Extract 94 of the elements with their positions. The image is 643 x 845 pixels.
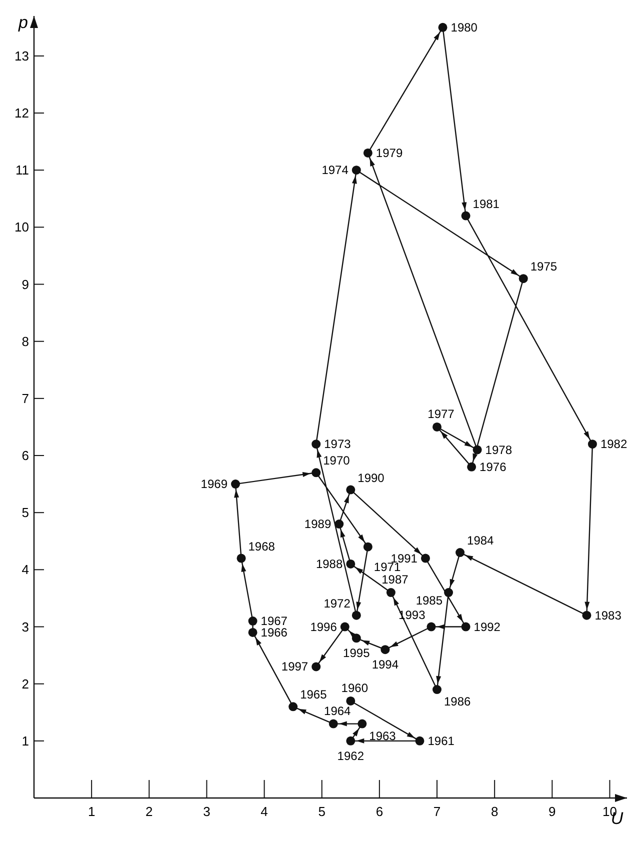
point — [582, 610, 592, 620]
annotation: 1979 — [376, 146, 403, 160]
point — [346, 696, 356, 706]
annotation: 1978 — [485, 442, 512, 457]
point — [518, 274, 528, 284]
x-tick-label: 7 — [433, 804, 441, 819]
point — [415, 736, 424, 746]
point — [363, 148, 372, 158]
x-tick-label: 6 — [376, 804, 384, 819]
point — [426, 622, 436, 632]
annotation: 1997 — [281, 660, 308, 674]
y-tick-label: 5 — [22, 505, 29, 520]
point — [334, 520, 344, 529]
point — [386, 588, 396, 598]
point — [461, 622, 470, 632]
y-tick-label: 12 — [14, 106, 29, 121]
point — [352, 166, 361, 175]
y-tick-label: 8 — [22, 334, 29, 349]
point — [472, 445, 482, 454]
point — [352, 634, 361, 643]
point — [432, 685, 442, 694]
annotation: 1996 — [310, 620, 338, 634]
point — [467, 462, 476, 472]
y-tick-label: 1 — [22, 733, 29, 748]
point — [340, 622, 350, 632]
annotation: 1987 — [382, 572, 409, 587]
x-tick-label: 8 — [490, 804, 498, 819]
annotation: 1984 — [467, 534, 494, 548]
point — [288, 702, 298, 712]
point — [380, 645, 390, 654]
y-tick-label: 11 — [16, 162, 29, 178]
point — [461, 211, 470, 220]
point — [346, 736, 356, 746]
annotation: 1989 — [304, 517, 332, 532]
annotation: 1970 — [323, 454, 350, 468]
x-tick-label: 9 — [548, 804, 556, 819]
y-tick-label: 3 — [22, 619, 29, 634]
annotation: 1995 — [343, 646, 370, 660]
point — [346, 485, 356, 494]
point — [444, 588, 454, 598]
point — [588, 440, 597, 449]
annotation: 1977 — [428, 406, 455, 421]
point — [236, 554, 246, 563]
point — [248, 628, 258, 637]
point — [456, 548, 465, 558]
annotation: 1960 — [341, 680, 368, 695]
annotation: 1965 — [300, 688, 328, 702]
annotation: 1961 — [428, 734, 455, 748]
y-tick-label: 6 — [22, 448, 29, 464]
point — [328, 719, 338, 728]
point — [420, 554, 430, 563]
y-tick-label: 4 — [22, 562, 29, 578]
x-tick-label: 3 — [203, 804, 210, 819]
y-axis-title: p — [18, 13, 28, 32]
annotation: 1981 — [472, 196, 500, 211]
annotation: 1962 — [337, 748, 364, 763]
point — [438, 22, 448, 32]
annotation: 1972 — [324, 596, 351, 610]
point — [358, 719, 367, 728]
annotation: 1992 — [474, 620, 501, 634]
y-tick-label: 7 — [22, 390, 29, 406]
annotation: 1975 — [530, 260, 558, 274]
annotation: 1982 — [600, 437, 628, 452]
annotation: 1973 — [324, 437, 352, 452]
point — [248, 616, 258, 626]
x-tick-label: 4 — [260, 804, 268, 819]
annotation: 1963 — [369, 728, 396, 743]
point — [312, 468, 321, 478]
point — [231, 480, 240, 489]
y-tick-label: 13 — [14, 48, 29, 64]
annotation: 1976 — [480, 460, 507, 474]
point — [346, 559, 356, 568]
annotation: 1985 — [416, 594, 443, 608]
annotation: 1969 — [200, 477, 228, 492]
x-tick-label: 2 — [146, 804, 153, 819]
x-tick-label: 5 — [318, 804, 326, 819]
point — [312, 440, 321, 449]
annotation: 1974 — [322, 163, 349, 178]
annotation: 1968 — [248, 539, 276, 554]
y-tick-label: 9 — [22, 276, 29, 292]
annotation: 1986 — [444, 694, 472, 709]
annotation: 1988 — [316, 556, 343, 571]
annotation: 1983 — [594, 608, 622, 622]
annotation: 1990 — [358, 470, 385, 485]
point — [312, 662, 321, 672]
y-tick-label: 2 — [22, 676, 29, 692]
point — [432, 422, 442, 432]
annotation: 1964 — [324, 704, 352, 718]
annotation: 1994 — [372, 658, 399, 672]
point — [352, 610, 361, 620]
point — [363, 542, 372, 552]
x-tick-label: 1 — [88, 804, 96, 819]
annotation: 1980 — [450, 20, 478, 34]
y-tick-label: 10 — [14, 220, 29, 235]
